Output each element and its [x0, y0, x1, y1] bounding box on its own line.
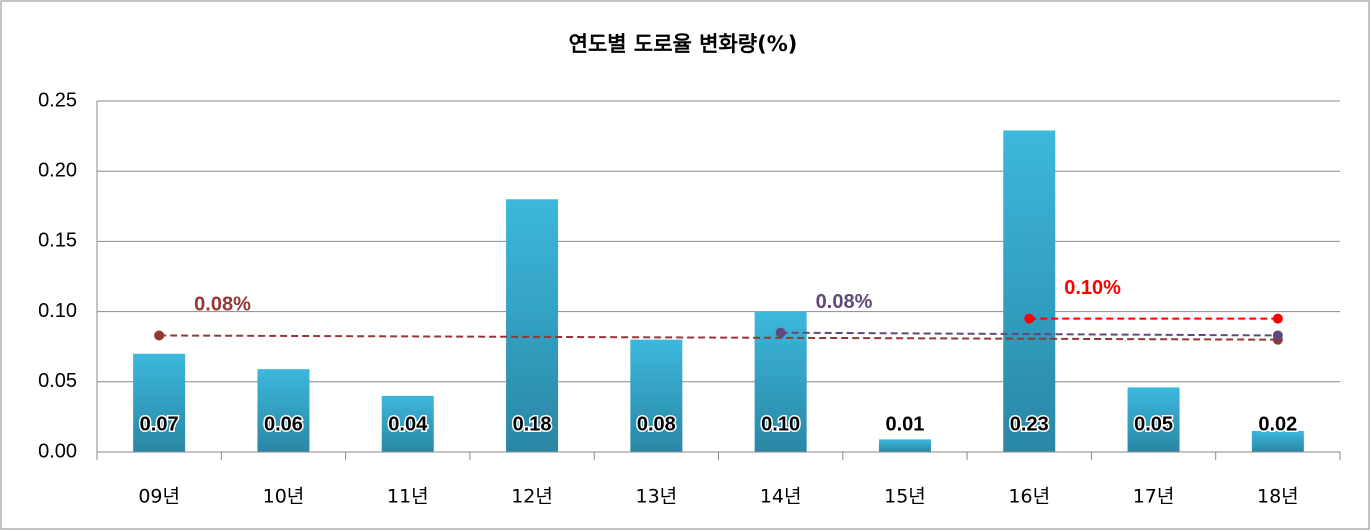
- x-tick-label: 10년: [263, 486, 305, 508]
- y-tick-label: 0.05: [38, 370, 77, 392]
- x-tick-label: 18년: [1257, 486, 1299, 508]
- data-label: 0.05: [1134, 413, 1173, 435]
- reference-point: [154, 330, 165, 341]
- x-tick-label: 16년: [1008, 486, 1050, 508]
- y-tick-label: 0.25: [38, 89, 77, 111]
- x-tick-label: 13년: [636, 486, 678, 508]
- data-label: 0.01: [885, 413, 924, 435]
- bar: [257, 369, 310, 452]
- bar: [1251, 430, 1304, 452]
- reference-label: 0.08%: [816, 291, 873, 313]
- bar: [133, 353, 186, 452]
- x-tick-label: 17년: [1133, 486, 1175, 508]
- reference-point: [1024, 313, 1035, 324]
- data-label: 0.04: [388, 413, 428, 435]
- bar: [878, 439, 931, 452]
- x-tick-label: 11년: [387, 486, 429, 508]
- y-tick-label: 0.10: [38, 300, 77, 322]
- data-label: 0.07: [140, 413, 179, 435]
- reference-label: 0.10%: [1064, 277, 1121, 299]
- x-tick-label: 15년: [884, 486, 926, 508]
- data-label: 0.18: [513, 413, 552, 435]
- x-tick-label: 12년: [511, 486, 553, 508]
- x-tick-label: 14년: [760, 486, 802, 508]
- y-tick-label: 0.00: [38, 440, 77, 462]
- x-tick-label: 09년: [138, 486, 180, 508]
- y-tick-label: 0.15: [38, 230, 77, 252]
- data-label: 0.06: [264, 413, 303, 435]
- data-label: 0.10: [761, 413, 800, 435]
- reference-line: [780, 331, 1278, 337]
- data-label: 0.08: [637, 413, 676, 435]
- bar: [381, 395, 434, 452]
- bar: [506, 199, 559, 452]
- reference-point: [1272, 330, 1283, 341]
- bar: [1003, 130, 1056, 452]
- reference-point: [775, 327, 786, 338]
- bar: [630, 339, 683, 452]
- y-tick-label: 0.20: [38, 159, 77, 181]
- data-label: 0.23: [1010, 413, 1049, 435]
- chart-title: 연도별 도로율 변화량(%): [569, 32, 798, 56]
- bar: [1127, 387, 1180, 452]
- reference-label: 0.08%: [194, 294, 251, 316]
- data-label: 0.02: [1258, 413, 1297, 435]
- reference-point: [1272, 313, 1283, 324]
